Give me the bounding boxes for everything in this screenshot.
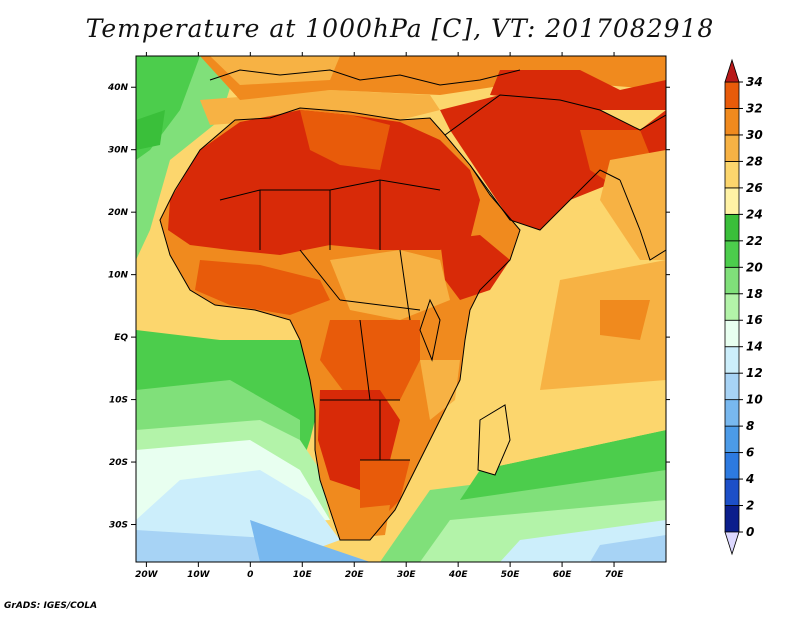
lon-tick-label: 10W (187, 570, 211, 580)
colorbar-label: 4 (745, 472, 754, 486)
lake-victoria (419, 298, 441, 362)
colorbar-label: 22 (746, 234, 763, 248)
lat-tick-label: 20S (109, 458, 128, 468)
colorbar-under-triangle (724, 531, 740, 556)
africa-coastline (159, 107, 521, 541)
colorbar-box (724, 134, 740, 162)
lat-tick-label: 20N (108, 208, 129, 218)
lon-tick-label: 30E (397, 570, 417, 580)
colorbar-label: 18 (746, 287, 763, 301)
colorbar-box (724, 266, 740, 295)
lon-tick-label: 40E (448, 570, 469, 580)
colorbar-box (724, 452, 740, 480)
europe-coast (209, 69, 521, 86)
lon-tick-label: 20W (135, 570, 159, 580)
colorbar-label: 10 (746, 393, 763, 407)
colorbar-box (724, 240, 740, 268)
colorbar-box (724, 187, 740, 215)
sahara-hot-zone (168, 110, 480, 255)
colorbar-label: 0 (746, 525, 754, 539)
grads-credit: GrADS: IGES/COLA (4, 601, 98, 611)
latitude-ticks: 40N 30N 20N 10N EQ 10S 20S 30S (107, 83, 670, 531)
lat-tick-label: 10N (108, 271, 129, 281)
colorbar-box (724, 213, 740, 242)
colorbar-box (724, 425, 740, 453)
lat-tick-label: 10S (109, 396, 128, 406)
tanzania-zone (420, 360, 460, 420)
colorbar-label: 2 (746, 499, 754, 513)
madagascar-coastline (477, 404, 511, 476)
colorbar-label: 34 (746, 75, 763, 89)
indian-ocean-hotspot (600, 300, 650, 340)
lon-tick-label: 20E (345, 570, 365, 580)
colorbar-label: 6 (746, 446, 754, 460)
cape-cold-zone (250, 520, 370, 562)
map-title: Temperature at 1000hPa [C], VT: 20170829… (85, 14, 715, 43)
botswana-zone (360, 460, 410, 520)
colorbar-over-triangle (724, 58, 740, 83)
colorbar-box (724, 399, 740, 427)
colorbar-box (724, 81, 740, 109)
map-frame (135, 55, 667, 563)
colorbar-label: 32 (746, 101, 763, 115)
colorbar-label: 20 (746, 260, 763, 274)
colorbar-box (724, 346, 740, 374)
lon-tick-label: 50E (501, 570, 521, 580)
coastlines-borders (159, 69, 666, 541)
colorbar-box (724, 372, 740, 401)
lat-tick-label: 30N (108, 146, 129, 156)
colorbar-box (724, 161, 740, 189)
colorbar-label: 28 (746, 154, 763, 168)
lat-tick-label: 40N (107, 83, 129, 93)
india-zone (600, 150, 666, 260)
colorbar-box (724, 478, 740, 506)
colorbar-label: 24 (746, 207, 763, 221)
south-africa-zone (340, 505, 390, 538)
colorbar-label: 12 (746, 366, 763, 380)
madagascar-south-zone (460, 430, 666, 500)
colorbar-label: 8 (746, 419, 754, 433)
canary-green-zone (136, 110, 165, 150)
arabia-south-coast (469, 164, 621, 231)
libya-warm-zone (300, 110, 390, 170)
colorbar-label: 26 (746, 181, 763, 195)
lat-tick-label: 30S (109, 521, 128, 531)
colorbar-label: 14 (746, 340, 763, 354)
temperature-field (136, 56, 666, 562)
congo-zone (320, 320, 420, 400)
sahel-zone (195, 260, 330, 315)
longitude-ticks: 20W 10W 0 10E 20E 30E 40E 50E 60E 70E (135, 52, 624, 580)
horn-hot-zone (440, 235, 510, 300)
lon-tick-label: 0 (247, 570, 253, 580)
country-borders (219, 179, 441, 461)
lon-tick-label: 70E (605, 570, 625, 580)
arabia-north-coast (444, 94, 666, 136)
iran-hot-zone (490, 70, 666, 110)
lat-tick-label: EQ (114, 333, 128, 343)
colorbar-label: 16 (746, 313, 763, 327)
colorbar-label: 30 (746, 128, 763, 142)
colorbar-box (724, 505, 740, 533)
iberia-zone (210, 56, 340, 85)
lon-tick-label: 10E (293, 570, 313, 580)
lon-tick-label: 60E (553, 570, 573, 580)
arabia-hot-zone (440, 95, 666, 230)
south-indian-cold-zone (590, 535, 666, 562)
colorbar-box (724, 293, 740, 321)
colorbar-box (724, 319, 740, 348)
colorbar-box (724, 108, 740, 136)
india-coast (619, 179, 666, 261)
